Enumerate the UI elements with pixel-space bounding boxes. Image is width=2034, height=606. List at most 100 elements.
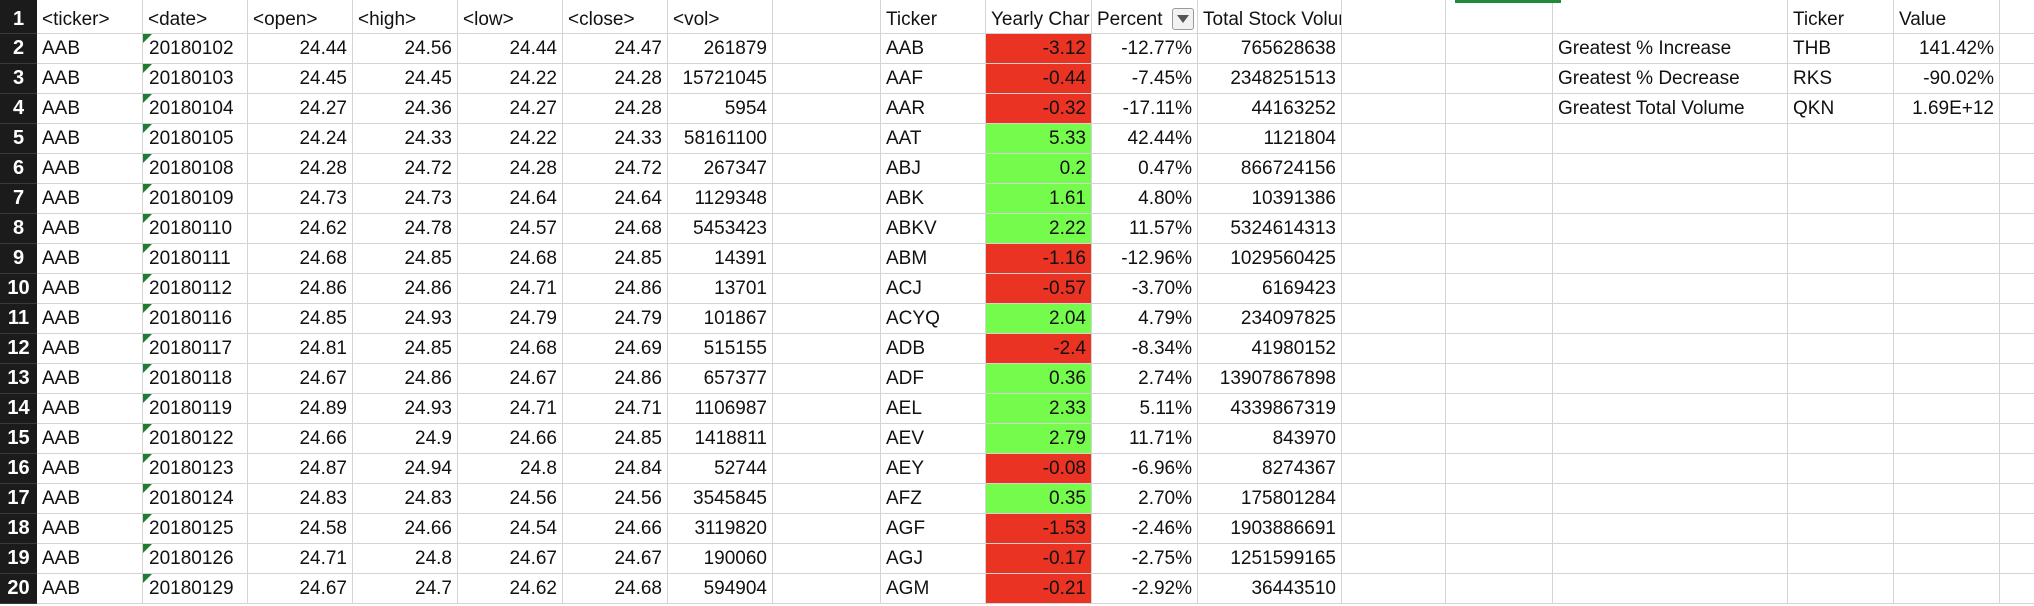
empty-cell[interactable]	[1788, 514, 1894, 544]
row-header[interactable]: 19	[0, 544, 37, 574]
empty-cell[interactable]	[1788, 454, 1894, 484]
data-cell[interactable]: 24.85	[353, 244, 458, 274]
greatest-header-value[interactable]: Value	[1894, 0, 2000, 34]
data-cell[interactable]: 24.68	[458, 334, 563, 364]
data-cell[interactable]: 24.85	[563, 244, 668, 274]
empty-cell[interactable]	[1446, 424, 1553, 454]
row-header[interactable]: 4	[0, 94, 37, 124]
empty-cell[interactable]	[773, 364, 881, 394]
empty-cell[interactable]	[1342, 574, 1446, 604]
data-cell[interactable]: 20180111	[143, 244, 248, 274]
data-cell[interactable]: 24.79	[458, 304, 563, 334]
data-cell[interactable]: 24.85	[353, 334, 458, 364]
percent-change-cell[interactable]: 4.80%	[1092, 184, 1198, 214]
data-cell[interactable]: 24.93	[353, 304, 458, 334]
data-cell[interactable]: 24.71	[458, 274, 563, 304]
empty-cell[interactable]	[2000, 574, 2034, 604]
data-cell[interactable]: 24.69	[563, 334, 668, 364]
empty-cell[interactable]	[1446, 484, 1553, 514]
empty-cell[interactable]	[1342, 34, 1446, 64]
total-volume-cell[interactable]: 36443510	[1198, 574, 1342, 604]
yearly-change-cell[interactable]: -1.16	[986, 244, 1092, 274]
empty-cell[interactable]	[2000, 0, 2034, 34]
data-cell[interactable]: 24.22	[458, 64, 563, 94]
empty-cell[interactable]	[2000, 244, 2034, 274]
empty-cell[interactable]	[1446, 514, 1553, 544]
empty-cell[interactable]	[1788, 364, 1894, 394]
data-cell[interactable]: 101867	[668, 304, 773, 334]
summary-ticker-cell[interactable]: ACYQ	[881, 304, 986, 334]
data-cell[interactable]: 20180129	[143, 574, 248, 604]
empty-cell[interactable]	[2000, 184, 2034, 214]
empty-cell[interactable]	[1788, 214, 1894, 244]
column-header-cell[interactable]: <high>	[353, 0, 458, 34]
data-cell[interactable]: AAB	[37, 484, 143, 514]
empty-cell[interactable]	[773, 64, 881, 94]
greatest-label-cell[interactable]: Greatest Total Volume	[1553, 94, 1788, 124]
summary-ticker-cell[interactable]: ACJ	[881, 274, 986, 304]
summary-ticker-cell[interactable]: AAR	[881, 94, 986, 124]
empty-cell[interactable]	[2000, 514, 2034, 544]
data-cell[interactable]: 24.54	[458, 514, 563, 544]
data-cell[interactable]: 24.47	[563, 34, 668, 64]
greatest-value-cell[interactable]: 141.42%	[1894, 34, 2000, 64]
empty-cell[interactable]	[1446, 154, 1553, 184]
empty-cell[interactable]	[1553, 124, 1788, 154]
column-header-cell[interactable]: <low>	[458, 0, 563, 34]
data-cell[interactable]: 24.44	[458, 34, 563, 64]
empty-cell[interactable]	[773, 514, 881, 544]
data-cell[interactable]: 20180112	[143, 274, 248, 304]
data-cell[interactable]: 24.45	[248, 64, 353, 94]
empty-cell[interactable]	[1788, 574, 1894, 604]
data-cell[interactable]: 24.68	[248, 244, 353, 274]
yearly-change-cell[interactable]: 2.33	[986, 394, 1092, 424]
data-cell[interactable]: 20180109	[143, 184, 248, 214]
data-cell[interactable]: 3119820	[668, 514, 773, 544]
greatest-ticker-cell[interactable]: QKN	[1788, 94, 1894, 124]
yearly-change-cell[interactable]: 2.22	[986, 214, 1092, 244]
row-header[interactable]: 18	[0, 514, 37, 544]
total-volume-cell[interactable]: 8274367	[1198, 454, 1342, 484]
total-volume-cell[interactable]: 44163252	[1198, 94, 1342, 124]
data-cell[interactable]: AAB	[37, 544, 143, 574]
empty-cell[interactable]	[1894, 574, 2000, 604]
row-header[interactable]: 14	[0, 394, 37, 424]
empty-cell[interactable]	[1553, 334, 1788, 364]
empty-cell[interactable]	[773, 214, 881, 244]
yearly-change-cell[interactable]: -0.21	[986, 574, 1092, 604]
summary-ticker-cell[interactable]: AFZ	[881, 484, 986, 514]
empty-cell[interactable]	[1342, 94, 1446, 124]
row-header[interactable]: 11	[0, 304, 37, 334]
data-cell[interactable]: 24.73	[353, 184, 458, 214]
data-cell[interactable]: 3545845	[668, 484, 773, 514]
summary-ticker-cell[interactable]: AAT	[881, 124, 986, 154]
data-cell[interactable]: 24.68	[458, 244, 563, 274]
summary-ticker-cell[interactable]: AAB	[881, 34, 986, 64]
empty-cell[interactable]	[1446, 184, 1553, 214]
data-cell[interactable]: 515155	[668, 334, 773, 364]
data-cell[interactable]: 5453423	[668, 214, 773, 244]
data-cell[interactable]: AAB	[37, 34, 143, 64]
empty-cell[interactable]	[1894, 184, 2000, 214]
total-volume-cell[interactable]: 4339867319	[1198, 394, 1342, 424]
total-volume-cell[interactable]: 6169423	[1198, 274, 1342, 304]
empty-cell[interactable]	[1894, 544, 2000, 574]
data-cell[interactable]: 24.66	[248, 424, 353, 454]
data-cell[interactable]: 24.24	[248, 124, 353, 154]
data-cell[interactable]: AAB	[37, 274, 143, 304]
empty-cell[interactable]	[1446, 544, 1553, 574]
empty-cell[interactable]	[1342, 364, 1446, 394]
empty-cell[interactable]	[1894, 334, 2000, 364]
column-header-cell[interactable]: <vol>	[668, 0, 773, 34]
data-cell[interactable]: 24.86	[248, 274, 353, 304]
data-cell[interactable]: 24.64	[563, 184, 668, 214]
yearly-change-cell[interactable]: 0.35	[986, 484, 1092, 514]
empty-cell[interactable]	[1788, 424, 1894, 454]
row-header[interactable]: 6	[0, 154, 37, 184]
data-cell[interactable]: 267347	[668, 154, 773, 184]
empty-cell[interactable]	[1553, 364, 1788, 394]
total-volume-cell[interactable]: 175801284	[1198, 484, 1342, 514]
summary-ticker-cell[interactable]: AEV	[881, 424, 986, 454]
empty-cell[interactable]	[1553, 184, 1788, 214]
